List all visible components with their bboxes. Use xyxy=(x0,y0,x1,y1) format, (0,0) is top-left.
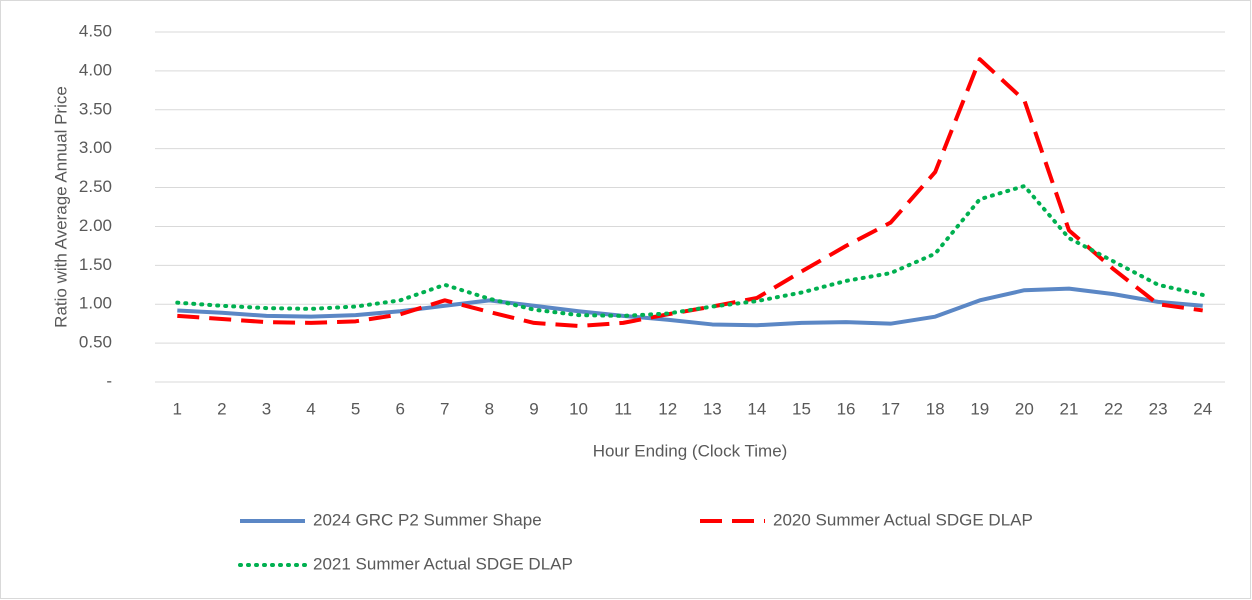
y-tick-label: 4.50 xyxy=(79,21,112,40)
x-tick-label: 3 xyxy=(262,399,271,418)
x-tick-label: 23 xyxy=(1149,399,1168,418)
x-tick-label: 10 xyxy=(569,399,588,418)
series-line xyxy=(175,184,1205,318)
x-tick-label: 19 xyxy=(970,399,989,418)
x-tick-label: 9 xyxy=(529,399,538,418)
x-tick-label: 20 xyxy=(1015,399,1034,418)
legend-label: 2024 GRC P2 Summer Shape xyxy=(313,510,542,529)
x-tick-label: 24 xyxy=(1193,399,1212,418)
x-tick-label: 15 xyxy=(792,399,811,418)
y-axis-title: Ratio with Average Annual Price xyxy=(51,86,70,328)
y-tick-label: 1.00 xyxy=(79,294,112,313)
y-tick-label: 3.50 xyxy=(79,99,112,118)
y-tick-label: - xyxy=(106,371,112,390)
x-tick-label: 14 xyxy=(747,399,766,418)
series-line xyxy=(177,286,1203,328)
x-tick-label: 21 xyxy=(1059,399,1078,418)
x-tick-label: 18 xyxy=(926,399,945,418)
x-axis-title: Hour Ending (Clock Time) xyxy=(593,441,788,460)
x-tick-label: 16 xyxy=(837,399,856,418)
x-tick-label: 1 xyxy=(173,399,182,418)
x-tick-label: 6 xyxy=(395,399,404,418)
x-tick-label: 2 xyxy=(217,399,226,418)
y-tick-label: 3.00 xyxy=(79,138,112,157)
x-tick-label: 8 xyxy=(485,399,494,418)
x-tick-label: 13 xyxy=(703,399,722,418)
y-tick-label: 2.50 xyxy=(79,177,112,196)
x-tick-label: 12 xyxy=(658,399,677,418)
x-tick-label: 5 xyxy=(351,399,360,418)
legend-label: 2020 Summer Actual SDGE DLAP xyxy=(773,510,1033,529)
legend-label: 2021 Summer Actual SDGE DLAP xyxy=(313,554,573,573)
y-tick-label: 1.50 xyxy=(79,255,112,274)
x-tick-label: 11 xyxy=(614,399,632,418)
x-tick-label: 17 xyxy=(881,399,900,418)
x-tick-label: 7 xyxy=(440,399,449,418)
x-tick-label: 22 xyxy=(1104,399,1123,418)
y-tick-label: 4.00 xyxy=(79,60,112,79)
y-tick-label: 2.00 xyxy=(79,216,112,235)
y-tick-label: 0.50 xyxy=(79,333,112,352)
x-tick-label: 4 xyxy=(306,399,315,418)
